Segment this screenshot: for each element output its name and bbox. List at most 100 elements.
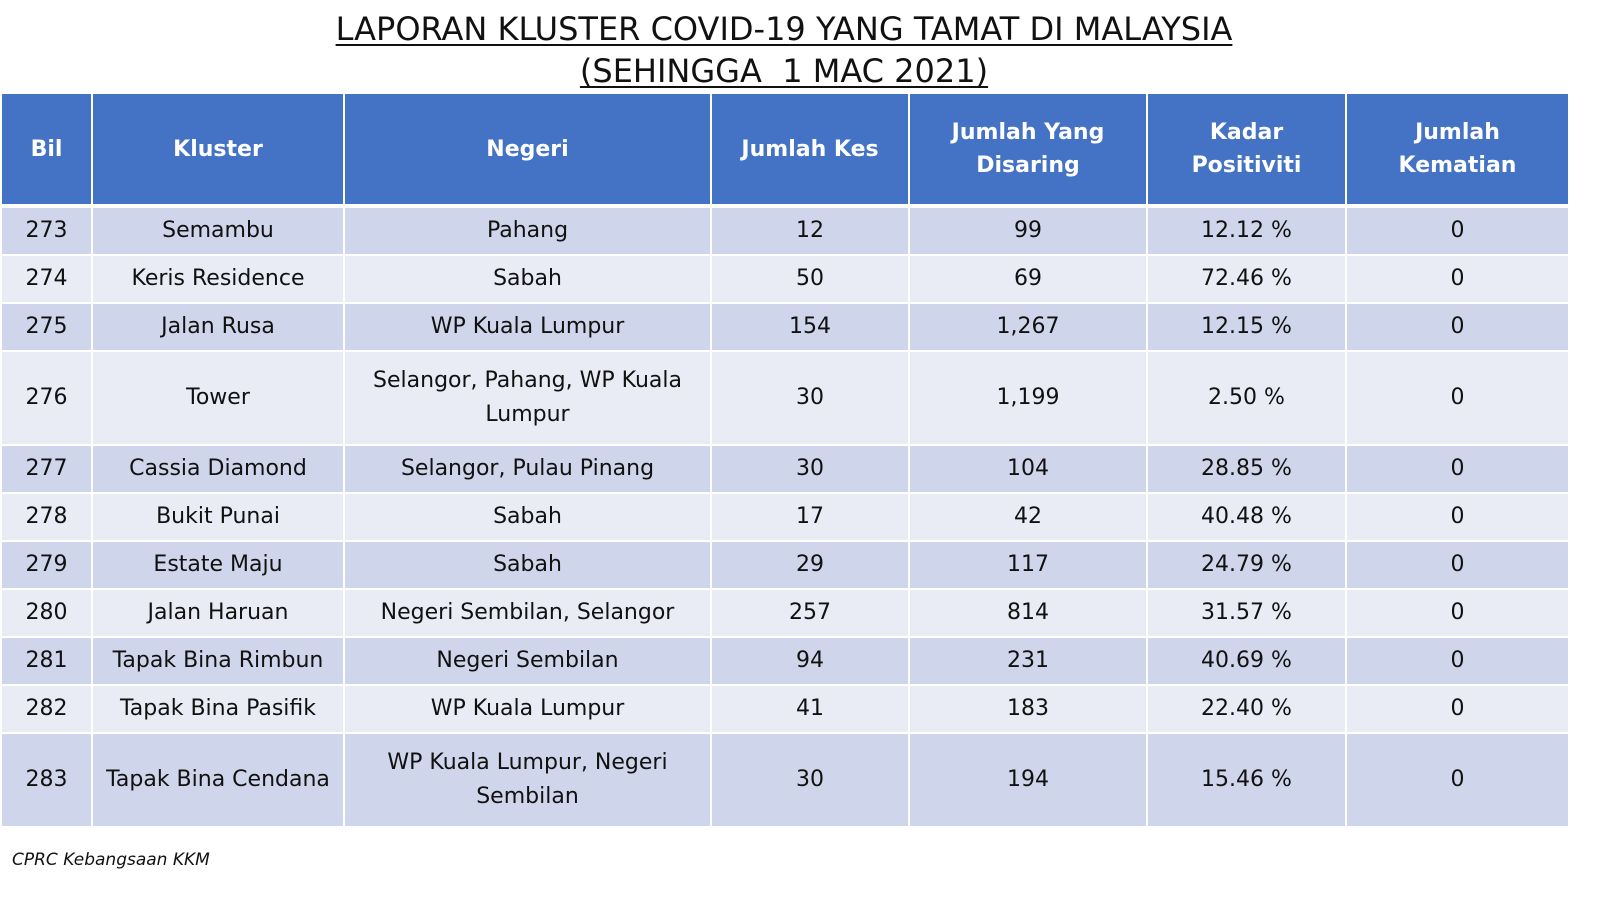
cell-bil: 273: [0, 205, 93, 256]
cell-kadar-positiviti: 31.57 %: [1146, 588, 1347, 638]
cell-negeri: Sabah: [343, 254, 712, 304]
cell-jumlah-kematian: 0: [1345, 684, 1570, 734]
cell-kadar-positiviti: 72.46 %: [1146, 254, 1347, 304]
cell-negeri: WP Kuala Lumpur: [343, 684, 712, 734]
table-row: 281 Tapak Bina Rimbun Negeri Sembilan 94…: [0, 636, 1570, 686]
header-row: Bil Kluster Negeri Jumlah Kes Jumlah Yan…: [0, 94, 1570, 208]
cell-kadar-positiviti: 40.69 %: [1146, 636, 1347, 686]
cell-jumlah-disaring: 814: [908, 588, 1148, 638]
cell-bil: 274: [0, 254, 93, 304]
table-row: 276 Tower Selangor, Pahang, WP Kuala Lum…: [0, 350, 1570, 446]
cell-kluster: Tapak Bina Rimbun: [91, 636, 345, 686]
cell-bil: 278: [0, 492, 93, 542]
cluster-table: Bil Kluster Negeri Jumlah Kes Jumlah Yan…: [0, 94, 1570, 828]
cell-kluster: Jalan Haruan: [91, 588, 345, 638]
table-row: 280 Jalan Haruan Negeri Sembilan, Selang…: [0, 588, 1570, 638]
cell-kluster: Estate Maju: [91, 540, 345, 590]
cell-kadar-positiviti: 15.46 %: [1146, 732, 1347, 828]
cell-bil: 277: [0, 444, 93, 494]
cell-negeri: Sabah: [343, 540, 712, 590]
cell-jumlah-kematian: 0: [1345, 444, 1570, 494]
cell-bil: 279: [0, 540, 93, 590]
cell-jumlah-kematian: 0: [1345, 492, 1570, 542]
header-jumlah-kematian: Jumlah Kematian: [1345, 94, 1570, 208]
table-row: 278 Bukit Punai Sabah 17 42 40.48 % 0: [0, 492, 1570, 542]
cell-kluster: Tower: [91, 350, 345, 446]
cell-jumlah-kematian: 0: [1345, 302, 1570, 352]
cell-bil: 282: [0, 684, 93, 734]
header-bil: Bil: [0, 94, 93, 208]
cell-jumlah-kematian: 0: [1345, 636, 1570, 686]
cell-negeri: Negeri Sembilan, Selangor: [343, 588, 712, 638]
cell-jumlah-kes: 50: [710, 254, 910, 304]
cell-jumlah-disaring: 183: [908, 684, 1148, 734]
table-row: 279 Estate Maju Sabah 29 117 24.79 % 0: [0, 540, 1570, 590]
cell-kluster: Cassia Diamond: [91, 444, 345, 494]
cell-jumlah-kematian: 0: [1345, 254, 1570, 304]
cell-jumlah-disaring: 104: [908, 444, 1148, 494]
cell-negeri: Negeri Sembilan: [343, 636, 712, 686]
cell-kadar-positiviti: 40.48 %: [1146, 492, 1347, 542]
table-row: 273 Semambu Pahang 12 99 12.12 % 0: [0, 205, 1570, 256]
cell-jumlah-kematian: 0: [1345, 588, 1570, 638]
title-line-1: LAPORAN KLUSTER COVID-19 YANG TAMAT DI M…: [335, 10, 1233, 48]
header-kluster: Kluster: [91, 94, 345, 208]
cell-kluster: Jalan Rusa: [91, 302, 345, 352]
table-row: 277 Cassia Diamond Selangor, Pulau Pinan…: [0, 444, 1570, 494]
cell-jumlah-kes: 41: [710, 684, 910, 734]
cell-jumlah-kes: 94: [710, 636, 910, 686]
cell-negeri: WP Kuala Lumpur, Negeri Sembilan: [343, 732, 712, 828]
cell-kadar-positiviti: 22.40 %: [1146, 684, 1347, 734]
table-row: 283 Tapak Bina Cendana WP Kuala Lumpur, …: [0, 732, 1570, 828]
cell-jumlah-kematian: 0: [1345, 732, 1570, 828]
cell-bil: 283: [0, 732, 93, 828]
cell-kluster: Tapak Bina Cendana: [91, 732, 345, 828]
cell-jumlah-disaring: 69: [908, 254, 1148, 304]
header-negeri: Negeri: [343, 94, 712, 208]
cell-negeri: Sabah: [343, 492, 712, 542]
cell-jumlah-kes: 30: [710, 732, 910, 828]
cell-jumlah-disaring: 99: [908, 205, 1148, 256]
cell-bil: 276: [0, 350, 93, 446]
cell-kluster: Keris Residence: [91, 254, 345, 304]
cell-kluster: Bukit Punai: [91, 492, 345, 542]
cell-kadar-positiviti: 28.85 %: [1146, 444, 1347, 494]
cell-jumlah-kes: 257: [710, 588, 910, 638]
cell-kadar-positiviti: 2.50 %: [1146, 350, 1347, 446]
table-header: Bil Kluster Negeri Jumlah Kes Jumlah Yan…: [0, 94, 1570, 208]
cell-jumlah-disaring: 194: [908, 732, 1148, 828]
cell-jumlah-kes: 17: [710, 492, 910, 542]
cell-jumlah-kes: 30: [710, 444, 910, 494]
cell-kadar-positiviti: 12.15 %: [1146, 302, 1347, 352]
cell-jumlah-kes: 29: [710, 540, 910, 590]
cell-negeri: WP Kuala Lumpur: [343, 302, 712, 352]
header-jumlah-disaring: Jumlah Yang Disaring: [908, 94, 1148, 208]
cell-jumlah-kes: 12: [710, 205, 910, 256]
cell-jumlah-disaring: 117: [908, 540, 1148, 590]
cell-kadar-positiviti: 24.79 %: [1146, 540, 1347, 590]
table-row: 275 Jalan Rusa WP Kuala Lumpur 154 1,267…: [0, 302, 1570, 352]
title-line-2: (SEHINGGA 1 MAC 2021): [579, 52, 989, 90]
report-title: LAPORAN KLUSTER COVID-19 YANG TAMAT DI M…: [0, 8, 1568, 92]
cell-jumlah-kematian: 0: [1345, 205, 1570, 256]
cell-jumlah-kematian: 0: [1345, 350, 1570, 446]
cell-jumlah-kes: 154: [710, 302, 910, 352]
cell-bil: 275: [0, 302, 93, 352]
table-row: 274 Keris Residence Sabah 50 69 72.46 % …: [0, 254, 1570, 304]
table-row: 282 Tapak Bina Pasifik WP Kuala Lumpur 4…: [0, 684, 1570, 734]
source-footnote: CPRC Kebangsaan KKM: [12, 850, 210, 870]
cell-kluster: Tapak Bina Pasifik: [91, 684, 345, 734]
cell-jumlah-disaring: 1,199: [908, 350, 1148, 446]
table-body: 273 Semambu Pahang 12 99 12.12 % 0 274 K…: [0, 205, 1570, 828]
header-jumlah-kes: Jumlah Kes: [710, 94, 910, 208]
cell-jumlah-kes: 30: [710, 350, 910, 446]
cell-jumlah-disaring: 231: [908, 636, 1148, 686]
cell-kluster: Semambu: [91, 205, 345, 256]
cell-jumlah-kematian: 0: [1345, 540, 1570, 590]
cell-jumlah-disaring: 42: [908, 492, 1148, 542]
header-kadar-positiviti: Kadar Positiviti: [1146, 94, 1347, 208]
cell-jumlah-disaring: 1,267: [908, 302, 1148, 352]
cell-negeri: Selangor, Pahang, WP Kuala Lumpur: [343, 350, 712, 446]
cell-kadar-positiviti: 12.12 %: [1146, 205, 1347, 256]
cell-negeri: Pahang: [343, 205, 712, 256]
